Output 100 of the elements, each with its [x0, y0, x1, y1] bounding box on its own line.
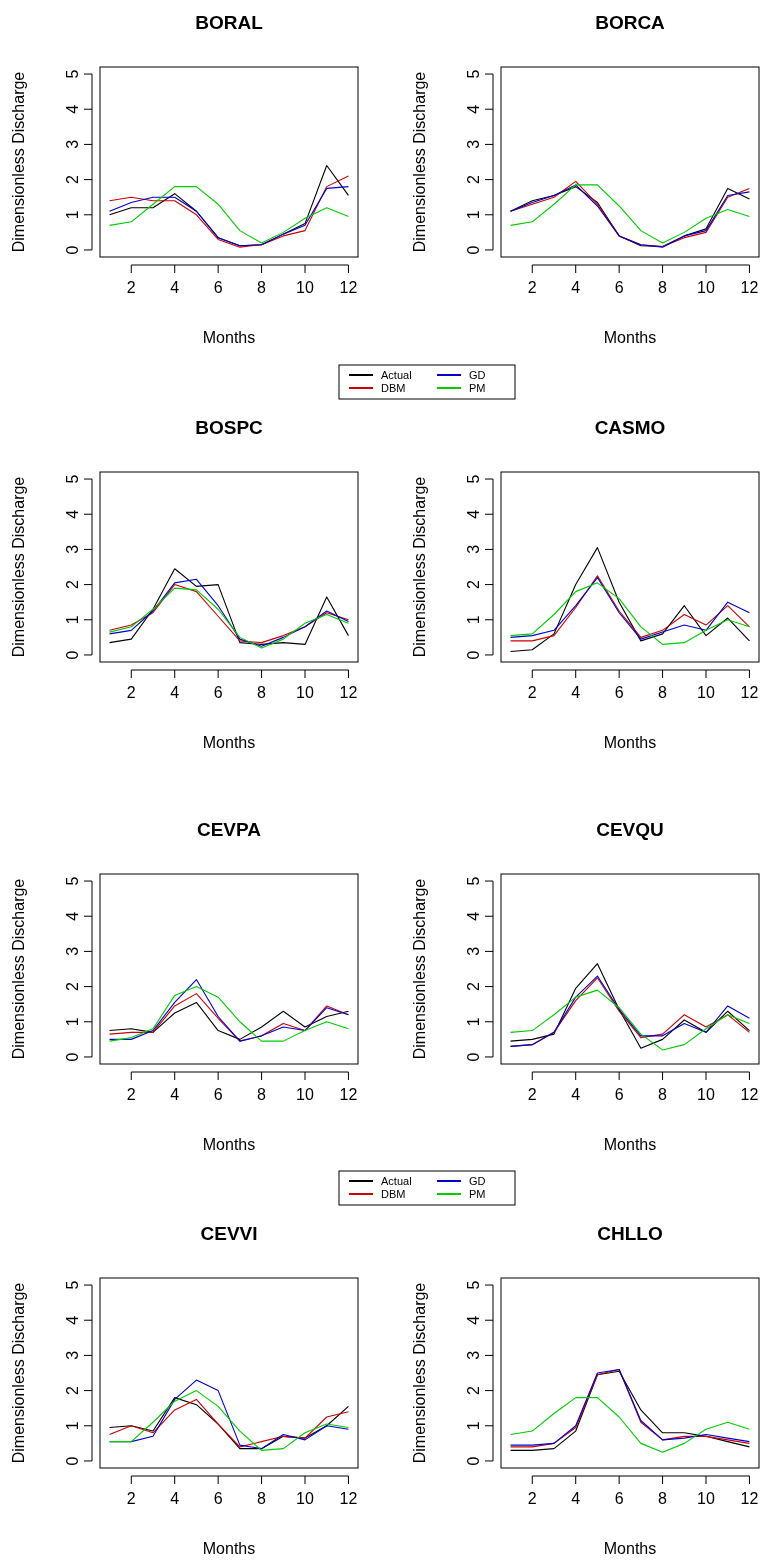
legend-label: Actual — [381, 1175, 412, 1187]
chart-title: BORCA — [595, 12, 666, 33]
chart-title: CHLLO — [597, 1223, 663, 1244]
line-series — [510, 989, 750, 1051]
x-tick-label: 6 — [614, 1086, 624, 1103]
y-tick-label: 2 — [465, 1386, 482, 1396]
x-tick-label: 6 — [213, 684, 223, 701]
y-tick-label: 1 — [465, 1421, 482, 1431]
x-tick-label: 2 — [527, 684, 537, 701]
y-tick-label: 1 — [465, 615, 482, 625]
x-axis-title: Months — [202, 1136, 256, 1153]
x-tick-label: 4 — [170, 1490, 180, 1507]
y-tick-label: 5 — [465, 474, 482, 484]
x-tick-label: 2 — [126, 279, 136, 296]
y-tick-label: 4 — [64, 509, 81, 519]
line-series — [510, 963, 750, 1049]
y-axis-title: Dimensionless Discharge — [10, 1282, 27, 1464]
y-tick-label: 0 — [64, 245, 81, 255]
legend-label: Actual — [381, 369, 412, 381]
x-tick-label: 4 — [170, 684, 180, 701]
y-tick-label: 1 — [465, 210, 482, 220]
x-tick-label: 6 — [614, 1490, 624, 1507]
x-tick-label: 12 — [339, 1086, 358, 1103]
x-tick-label: 10 — [296, 1490, 315, 1507]
y-tick-label: 0 — [465, 245, 482, 255]
x-tick-label: 10 — [296, 279, 315, 296]
legend-label: PM — [469, 1188, 486, 1200]
y-tick-label: 2 — [64, 982, 81, 992]
y-tick-label: 3 — [465, 544, 482, 554]
chart-title: BOSPC — [195, 417, 264, 438]
x-tick-label: 12 — [339, 1490, 358, 1507]
y-tick-label: 5 — [64, 1280, 81, 1290]
chart-title: CEVVI — [200, 1223, 258, 1244]
x-tick-label: 8 — [658, 1490, 668, 1507]
x-axis-title: Months — [603, 734, 657, 751]
x-tick-label: 2 — [126, 684, 136, 701]
y-tick-label: 1 — [64, 615, 81, 625]
y-tick-label: 1 — [64, 1421, 81, 1431]
x-tick-label: 8 — [658, 684, 668, 701]
x-tick-label: 12 — [740, 1086, 759, 1103]
x-tick-label: 4 — [571, 279, 581, 296]
y-tick-label: 3 — [64, 946, 81, 956]
x-axis-title: Months — [202, 329, 256, 346]
x-tick-label: 2 — [527, 1490, 537, 1507]
x-tick-label: 10 — [697, 279, 716, 296]
chart-title: CASMO — [594, 417, 666, 438]
y-axis-title: Dimensionless Discharge — [10, 878, 27, 1060]
y-tick-label: 5 — [64, 876, 81, 886]
y-tick-label: 2 — [64, 175, 81, 185]
y-tick-label: 4 — [465, 1315, 482, 1325]
x-tick-label: 4 — [170, 1086, 180, 1103]
y-tick-label: 0 — [64, 1052, 81, 1062]
y-tick-label: 5 — [465, 1280, 482, 1290]
x-tick-label: 8 — [257, 1490, 267, 1507]
legend-label: GD — [469, 1175, 486, 1187]
y-tick-label: 1 — [64, 210, 81, 220]
x-tick-label: 6 — [213, 1490, 223, 1507]
y-tick-label: 0 — [465, 650, 482, 660]
x-tick-label: 10 — [296, 684, 315, 701]
y-tick-label: 3 — [64, 544, 81, 554]
y-tick-label: 0 — [64, 650, 81, 660]
y-tick-label: 0 — [64, 1456, 81, 1466]
chart-title: CEVPA — [196, 819, 262, 840]
y-tick-label: 5 — [465, 69, 482, 79]
legend-label: DBM — [381, 382, 406, 394]
y-tick-label: 2 — [64, 580, 81, 590]
line-series — [510, 547, 750, 652]
y-axis-title: Dimensionless Discharge — [10, 476, 27, 658]
x-tick-label: 10 — [697, 1490, 716, 1507]
x-tick-label: 12 — [339, 684, 358, 701]
y-tick-label: 1 — [465, 1017, 482, 1027]
y-axis-title: Dimensionless Discharge — [10, 71, 27, 253]
y-axis-title: Dimensionless Discharge — [411, 878, 428, 1060]
y-axis-title: Dimensionless Discharge — [411, 71, 428, 253]
x-axis-title: Months — [202, 734, 256, 751]
chart-title: BORAL — [195, 12, 264, 33]
x-tick-label: 12 — [339, 279, 358, 296]
y-axis-title: Dimensionless Discharge — [411, 1282, 428, 1464]
x-tick-label: 6 — [213, 279, 223, 296]
y-tick-label: 3 — [64, 139, 81, 149]
x-tick-label: 8 — [257, 1086, 267, 1103]
legend-label: GD — [469, 369, 486, 381]
x-tick-label: 8 — [658, 1086, 668, 1103]
y-tick-label: 4 — [64, 104, 81, 114]
legend-label: PM — [469, 382, 486, 394]
x-tick-label: 8 — [658, 279, 668, 296]
x-tick-label: 10 — [697, 1086, 716, 1103]
x-tick-label: 6 — [614, 684, 624, 701]
line-series — [109, 1001, 349, 1040]
x-tick-label: 8 — [257, 279, 267, 296]
line-series — [109, 568, 349, 645]
y-tick-label: 0 — [465, 1456, 482, 1466]
y-tick-label: 2 — [465, 982, 482, 992]
line-series — [510, 1397, 750, 1453]
x-tick-label: 12 — [740, 684, 759, 701]
legend-label: DBM — [381, 1188, 406, 1200]
x-tick-label: 12 — [740, 279, 759, 296]
y-tick-label: 3 — [465, 1350, 482, 1360]
x-axis-title: Months — [603, 1136, 657, 1153]
x-tick-label: 6 — [614, 279, 624, 296]
